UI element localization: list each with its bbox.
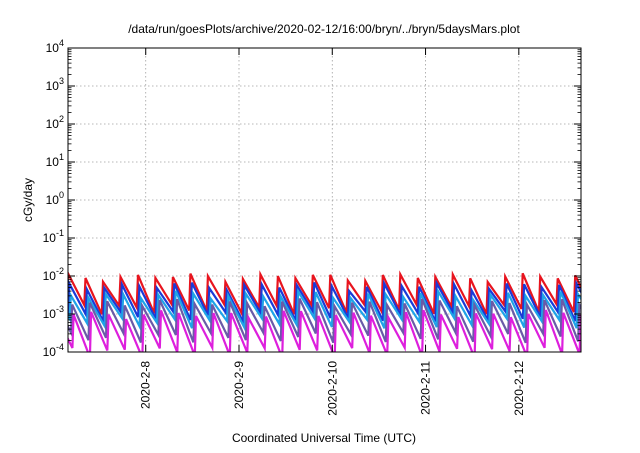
series-line: [68, 279, 581, 326]
y-axis-tick-labels: 10-4 10-3 10-2 10-1 100 101 102 103 104: [43, 38, 64, 359]
chart-title: /data/run/goesPlots/archive/2020-02-12/1…: [128, 22, 520, 36]
series-line: [68, 298, 581, 344]
y-tick-label: 10-3: [43, 304, 64, 321]
x-tick-label: 2020-2-10: [325, 361, 339, 416]
x-tick-label: 2020-2-9: [232, 361, 246, 409]
y-tick-label: 100: [46, 190, 64, 207]
series-line: [68, 287, 581, 332]
y-tick-label: 102: [46, 114, 64, 131]
y-tick-label: 10-2: [43, 266, 64, 283]
x-tick-label: 2020-2-8: [139, 361, 153, 409]
x-tick-label: 2020-2-11: [419, 361, 433, 415]
axis-ticks: [68, 47, 581, 353]
y-tick-label: 101: [46, 152, 64, 169]
y-tick-label: 104: [46, 38, 64, 55]
series-line: [68, 309, 581, 352]
x-axis-tick-labels: 2020-2-8 2020-2-9 2020-2-10 2020-2-11 2020-2…: [139, 361, 526, 416]
y-tick-label: 10-1: [43, 228, 64, 245]
y-axis-label: cGy/day: [21, 178, 35, 222]
x-tick-label: 2020-2-12: [512, 361, 526, 416]
series-line: [68, 270, 581, 318]
y-tick-label: 10-4: [43, 342, 64, 359]
series-layer: [68, 270, 581, 352]
x-axis-label: Coordinated Universal Time (UTC): [232, 431, 416, 445]
y-tick-label: 103: [46, 76, 64, 93]
